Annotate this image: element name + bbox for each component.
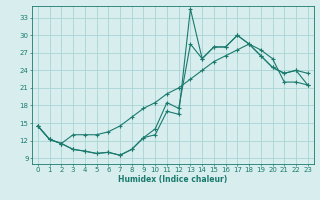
X-axis label: Humidex (Indice chaleur): Humidex (Indice chaleur)	[118, 175, 228, 184]
